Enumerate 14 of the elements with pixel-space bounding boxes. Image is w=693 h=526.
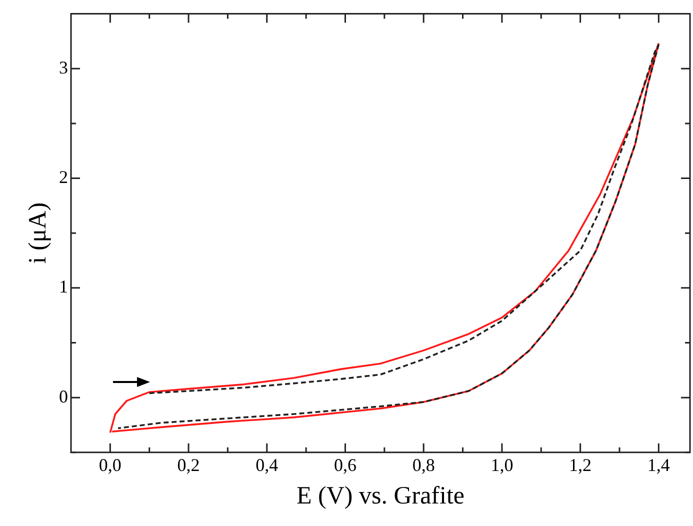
- x-tick-label: 0,0: [98, 454, 122, 475]
- y-tick-label: 2: [59, 167, 68, 188]
- x-tick-label: 0,4: [256, 454, 278, 475]
- y-tick-label: 1: [59, 276, 68, 297]
- x-tick-label: 1,0: [490, 454, 514, 475]
- y-axis-title: i (μA): [24, 202, 52, 264]
- x-tick-label: 1,4: [647, 454, 670, 475]
- x-tick-label: 0,8: [412, 454, 435, 475]
- x-tick-label: 0,6: [334, 454, 356, 475]
- x-axis-title: E (V) vs. Grafite: [296, 482, 464, 510]
- y-tick-label: 0: [59, 386, 68, 406]
- x-tick-label: 1,2: [569, 454, 592, 475]
- x-tick-label: 0,2: [177, 454, 200, 475]
- y-tick-label: 3: [59, 57, 68, 78]
